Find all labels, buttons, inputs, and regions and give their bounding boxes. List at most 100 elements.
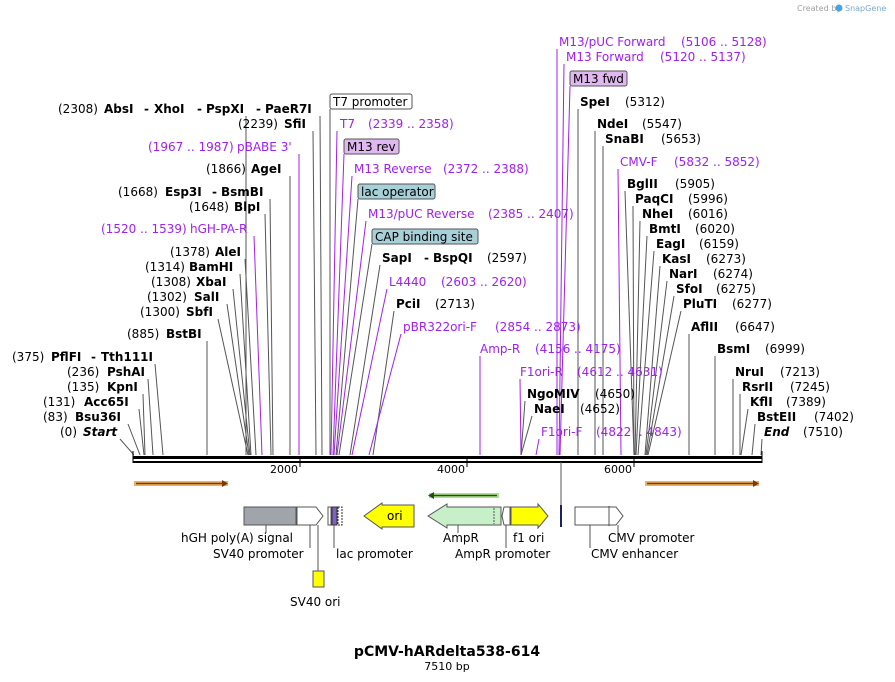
site-label-alei: AleI — [215, 245, 241, 259]
feature-hgh-polya — [243, 506, 297, 533]
leader-line — [632, 205, 635, 456]
site-label-1302: (1302) — [147, 290, 187, 304]
site-label-naei: NaeI — [534, 402, 565, 416]
site-label-sali: SalI — [194, 290, 219, 304]
site-label-6647: (6647) — [735, 320, 775, 334]
leader-line — [760, 438, 763, 456]
feature-label-lac-promoter: lac promoter — [336, 547, 413, 561]
leader-line — [239, 273, 252, 456]
feature-label-ampr-promoter: AmpR promoter — [455, 547, 550, 561]
site-label-bsmi: BsmI — [717, 342, 750, 356]
site-label-snabi: SnaBI — [605, 132, 644, 146]
leader-line — [332, 153, 345, 456]
site-label-4612-4631: (4612 .. 4631) — [577, 365, 663, 379]
leader-line — [119, 438, 135, 456]
site-label-7389: (7389) — [786, 395, 826, 409]
feature-label-ori: ori — [387, 509, 403, 523]
site-label-m13-reverse: M13 Reverse — [354, 162, 432, 176]
site-label-sep: - — [424, 251, 429, 265]
site-label-7245: (7245) — [790, 380, 830, 394]
orf-arrow-1 — [134, 480, 228, 487]
site-label-sapi: SapI — [382, 251, 412, 265]
site-label-2339-2358: (2339 .. 2358) — [368, 117, 454, 131]
site-label-t7-promoter: T7 promoter — [332, 95, 408, 109]
site-label-sep: - — [144, 102, 149, 116]
leader-line — [335, 198, 359, 456]
site-label-5106-5128: (5106 .. 5128) — [681, 35, 767, 49]
site-label-esp3i: Esp3I — [165, 185, 202, 199]
orf-arrow-2 — [428, 492, 499, 499]
site-label-f1ori-f: F1ori-F — [541, 425, 582, 439]
leader-line — [372, 310, 395, 456]
credit-created-by: Created by — [797, 4, 841, 13]
feature-label-sv40-promoter: SV40 promoter — [213, 547, 304, 561]
leader-line — [138, 408, 145, 456]
site-label-1967-1987: (1967 .. 1987) — [148, 140, 234, 154]
site-label-375: (375) — [12, 350, 44, 364]
leader-line — [349, 264, 381, 456]
site-label-5653: (5653) — [661, 132, 701, 146]
site-label-pcii: PciI — [396, 297, 421, 311]
site-label-1378: (1378) — [170, 245, 210, 259]
site-label-f1ori-r: F1ori-R — [520, 365, 563, 379]
leader-line — [338, 243, 373, 456]
leader-line — [535, 438, 540, 456]
feature-tag-box — [329, 93, 413, 110]
site-label-6277: (6277) — [732, 297, 772, 311]
site-label-nhei: NheI — [642, 207, 673, 221]
site-label-agei: AgeI — [251, 162, 281, 176]
site-label-1866: (1866) — [206, 162, 246, 176]
site-label-xbai: XbaI — [196, 275, 226, 289]
site-label-t7: T7 — [339, 117, 355, 131]
tick-label-2000: 2000 — [270, 463, 298, 476]
leader-line — [559, 85, 571, 456]
leader-line — [751, 423, 756, 456]
site-label-5905: (5905) — [675, 177, 715, 191]
site-label-sep: - — [212, 185, 217, 199]
leader-line — [217, 318, 249, 456]
leader-line — [244, 258, 257, 456]
site-label-absi: AbsI — [104, 102, 133, 116]
site-label-bsu36i: Bsu36I — [75, 410, 121, 424]
site-label-2597: (2597) — [487, 251, 527, 265]
site-label-0: (0) — [60, 425, 77, 439]
site-label-6159: (6159) — [699, 237, 739, 251]
leader-line — [330, 130, 338, 456]
leader-line — [232, 288, 251, 456]
site-label-4650: (4650) — [595, 387, 635, 401]
feature-label-hgh-poly-a-signal: hGH poly(A) signal — [181, 531, 293, 545]
site-label-7213: (7213) — [780, 365, 820, 379]
site-label-1648: (1648) — [189, 200, 229, 214]
feature-ori — [363, 502, 415, 530]
feature-labels: hGH poly(A) signal SV40 promoter lac promo… — [181, 509, 695, 609]
feature-label-f1-ori: f1 ori — [513, 531, 544, 545]
leader-line — [127, 423, 141, 456]
leader-line — [624, 190, 635, 456]
snapgene-logo-icon — [835, 4, 843, 12]
leader-line — [617, 168, 622, 456]
site-label-sep: - — [256, 102, 261, 116]
site-label-sbfi: SbfI — [186, 305, 213, 319]
site-label-m13-fwd: M13 fwd — [573, 72, 624, 86]
site-label-bmti: BmtI — [649, 222, 681, 236]
site-label-tth111i: Tth111I — [101, 350, 153, 364]
leader-line — [637, 250, 655, 456]
map-title: pCMV-hARdelta538-614 — [354, 644, 540, 660]
feature-f1-ori — [510, 502, 549, 530]
tick-label-4000: 4000 — [437, 463, 465, 476]
site-label-2603-2620: (2603 .. 2620) — [441, 275, 527, 289]
site-label-l4440: L4440 — [389, 275, 426, 289]
site-label-m13-puc-reverse: M13/pUC Reverse — [368, 207, 475, 221]
feature-sv40-ori — [312, 525, 325, 588]
site-label-start: Start — [83, 425, 118, 439]
site-label-6016: (6016) — [688, 207, 728, 221]
leader-line — [351, 288, 388, 456]
site-label-paqci: PaqCI — [635, 192, 673, 206]
site-label-pbr322ori-f: pBR322ori-F — [403, 320, 477, 334]
site-label-m13-forward: M13 Forward — [566, 50, 644, 64]
feature-label-cmv-enhancer: CMV enhancer — [591, 547, 678, 561]
sequence-backbone — [132, 451, 763, 467]
site-label-6274: (6274) — [713, 267, 753, 281]
leader-lines — [119, 49, 763, 456]
site-label-7510: (7510) — [803, 425, 843, 439]
